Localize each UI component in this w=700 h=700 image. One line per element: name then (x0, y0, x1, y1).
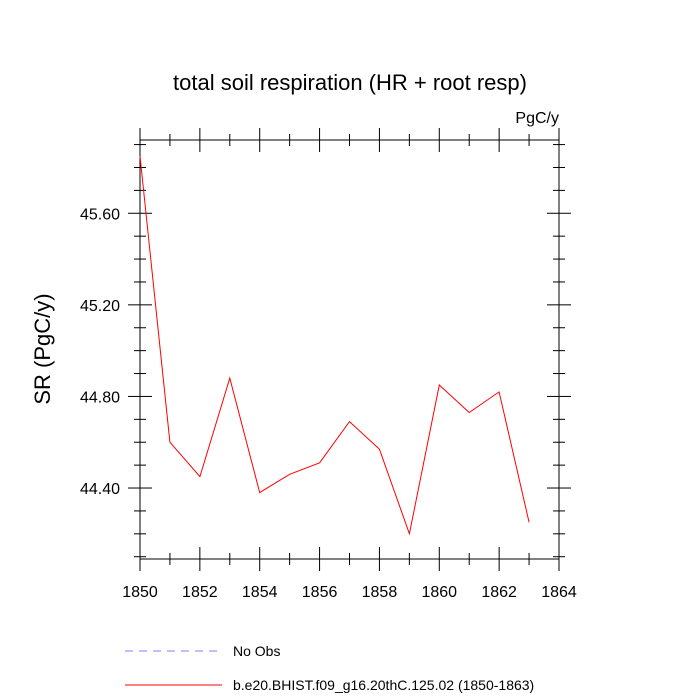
x-tick-label: 1860 (421, 584, 457, 601)
series-line (139, 155, 530, 536)
chart-title: total soil respiration (HR + root resp) (173, 70, 527, 95)
x-tick-label: 1854 (242, 584, 278, 601)
y-tick-label: 44.80 (80, 389, 120, 406)
y-axis-ticks: 44.40 44.80 45.20 45.60 (80, 144, 571, 558)
y-tick-label: 45.60 (80, 206, 120, 223)
legend-label: No Obs (233, 643, 280, 659)
x-tick-label: 1856 (302, 584, 338, 601)
x-tick-label: 1864 (541, 584, 577, 601)
series-layer (139, 155, 530, 536)
legend: No Obs b.e20.BHIST.f09_g16.20thC.125.02 (… (125, 643, 534, 693)
plot-frame (139, 139, 560, 560)
y-axis-label: SR (PgC/y) (30, 293, 55, 404)
y-tick-label: 44.40 (80, 481, 120, 498)
units-label: PgC/y (515, 110, 559, 127)
x-tick-label: 1858 (362, 584, 398, 601)
x-tick-label: 1850 (122, 584, 158, 601)
legend-label: b.e20.BHIST.f09_g16.20thC.125.02 (1850-1… (233, 677, 534, 693)
x-tick-label: 1852 (182, 584, 218, 601)
y-tick-label: 45.20 (80, 298, 120, 315)
x-axis-ticks: 1850 1852 1854 1856 1858 1860 1862 1864 (122, 128, 577, 601)
x-tick-label: 1862 (481, 584, 517, 601)
